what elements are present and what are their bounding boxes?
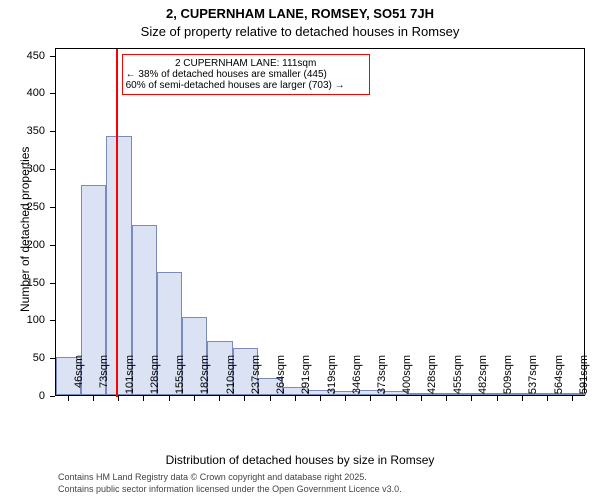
annotation-box: 2 CUPERNHAM LANE: 111sqm← 38% of detache…: [122, 54, 370, 95]
x-tick-label: 101sqm: [124, 355, 136, 405]
x-tick-label: 455sqm: [452, 355, 464, 405]
x-tick-label: 428sqm: [426, 355, 438, 405]
x-tick-mark: [295, 396, 296, 401]
x-tick-label: 482sqm: [477, 355, 489, 405]
x-tick-label: 319sqm: [326, 355, 338, 405]
y-tick-mark: [50, 283, 55, 284]
x-tick-label: 155sqm: [174, 355, 186, 405]
y-tick-mark: [50, 131, 55, 132]
x-tick-label: 264sqm: [275, 355, 287, 405]
x-tick-mark: [370, 396, 371, 401]
x-tick-mark: [446, 396, 447, 401]
y-tick-mark: [50, 358, 55, 359]
y-tick-mark: [50, 245, 55, 246]
x-tick-label: 46sqm: [73, 355, 85, 405]
y-tick-mark: [50, 93, 55, 94]
annotation-line: ← 38% of detached houses are smaller (44…: [126, 69, 366, 80]
chart-plot-area: 2 CUPERNHAM LANE: 111sqm← 38% of detache…: [55, 48, 585, 396]
x-tick-mark: [68, 396, 69, 401]
x-tick-mark: [421, 396, 422, 401]
y-tick-label: 350: [0, 125, 45, 137]
x-tick-mark: [345, 396, 346, 401]
x-tick-mark: [244, 396, 245, 401]
x-tick-label: 291sqm: [300, 355, 312, 405]
x-tick-label: 346sqm: [351, 355, 363, 405]
x-tick-mark: [497, 396, 498, 401]
footer-line2: Contains public sector information licen…: [58, 484, 402, 494]
y-tick-mark: [50, 320, 55, 321]
x-tick-mark: [194, 396, 195, 401]
y-tick-mark: [50, 56, 55, 57]
x-tick-label: 373sqm: [376, 355, 388, 405]
x-tick-mark: [547, 396, 548, 401]
chart-title-line1: 2, CUPERNHAM LANE, ROMSEY, SO51 7JH: [0, 6, 600, 21]
y-tick-mark: [50, 207, 55, 208]
y-tick-label: 100: [0, 314, 45, 326]
y-tick-mark: [50, 396, 55, 397]
x-tick-mark: [320, 396, 321, 401]
x-tick-label: 237sqm: [250, 355, 262, 405]
y-tick-label: 150: [0, 277, 45, 289]
x-tick-mark: [522, 396, 523, 401]
x-tick-mark: [143, 396, 144, 401]
annotation-line: 2 CUPERNHAM LANE: 111sqm: [126, 58, 366, 69]
y-tick-label: 250: [0, 201, 45, 213]
x-tick-label: 73sqm: [98, 355, 110, 405]
reference-line: [116, 49, 118, 397]
x-tick-label: 564sqm: [553, 355, 565, 405]
x-tick-mark: [118, 396, 119, 401]
y-tick-label: 0: [0, 390, 45, 402]
x-tick-mark: [396, 396, 397, 401]
y-tick-label: 200: [0, 239, 45, 251]
y-tick-label: 300: [0, 163, 45, 175]
x-tick-label: 210sqm: [225, 355, 237, 405]
y-tick-label: 50: [0, 352, 45, 364]
x-tick-mark: [471, 396, 472, 401]
y-tick-label: 400: [0, 87, 45, 99]
x-tick-mark: [93, 396, 94, 401]
x-tick-mark: [572, 396, 573, 401]
x-tick-label: 128sqm: [149, 355, 161, 405]
chart-title-line2: Size of property relative to detached ho…: [0, 24, 600, 39]
y-tick-mark: [50, 169, 55, 170]
x-tick-label: 509sqm: [502, 355, 514, 405]
footer-line1: Contains HM Land Registry data © Crown c…: [58, 472, 367, 482]
x-tick-label: 182sqm: [199, 355, 211, 405]
y-tick-label: 450: [0, 50, 45, 62]
x-tick-mark: [169, 396, 170, 401]
x-tick-mark: [219, 396, 220, 401]
x-tick-label: 400sqm: [401, 355, 413, 405]
x-axis-label: Distribution of detached houses by size …: [0, 453, 600, 467]
x-tick-label: 591sqm: [578, 355, 590, 405]
x-tick-mark: [270, 396, 271, 401]
x-tick-label: 537sqm: [527, 355, 539, 405]
annotation-line: 60% of semi-detached houses are larger (…: [126, 80, 366, 91]
